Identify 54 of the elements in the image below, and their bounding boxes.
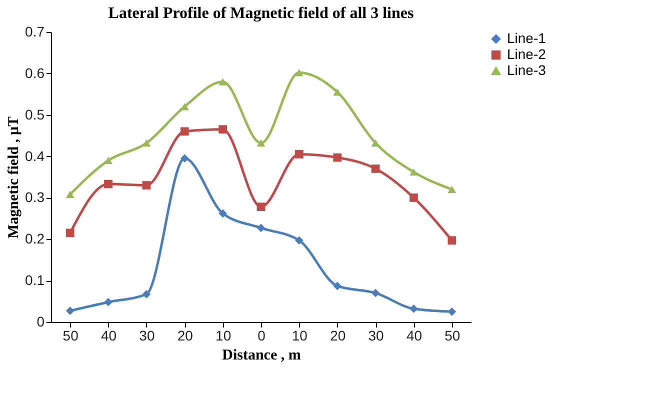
point (142, 290, 151, 298)
point (142, 139, 151, 147)
x-tick-label: 40 (100, 328, 117, 344)
point (104, 180, 112, 188)
point (104, 298, 112, 306)
point (218, 209, 227, 218)
point (371, 164, 380, 173)
point (142, 181, 151, 190)
point (180, 154, 189, 163)
point (448, 186, 456, 194)
point (218, 125, 227, 134)
legend-label: Line-1 (507, 30, 546, 46)
x-tick-label: 10 (292, 328, 308, 344)
point (66, 306, 74, 315)
x-tick-label: 50 (62, 328, 79, 344)
y-tick-label: 0 (36, 314, 45, 330)
y-tick-label: 0.4 (25, 148, 45, 164)
x-tick-label: 40 (406, 328, 422, 344)
point (371, 288, 380, 298)
point (410, 168, 418, 176)
point (218, 78, 227, 86)
x-tick-label: 30 (139, 328, 155, 344)
legend-label: Line-3 (507, 62, 546, 78)
point (295, 150, 304, 158)
point (333, 282, 342, 290)
x-tick-label: 30 (368, 328, 384, 344)
y-tick-label: 0.7 (25, 24, 45, 40)
legend-label: Line-2 (507, 46, 546, 62)
y-tick-label: 0.3 (25, 189, 45, 206)
point (66, 190, 74, 198)
point (410, 194, 418, 202)
y-tick-label: 0.1 (25, 272, 45, 288)
y-tick-label: 0.6 (25, 64, 45, 81)
point (448, 236, 456, 245)
y-axis-title: Magnetic field , µT (6, 116, 22, 238)
point (256, 202, 266, 212)
x-axis-title: Distance , m (222, 348, 302, 364)
x-tick-label: 0 (258, 328, 266, 344)
point (448, 307, 456, 316)
point (295, 236, 304, 245)
x-tick-label: 10 (216, 328, 232, 344)
point (256, 139, 266, 147)
x-tick-label: 20 (177, 328, 194, 344)
y-tick-label: 0.5 (25, 106, 45, 122)
point (410, 304, 418, 313)
y-tick-label: 0.2 (25, 230, 45, 247)
point (333, 153, 342, 162)
point (180, 127, 189, 136)
x-tick-label: 50 (444, 328, 460, 344)
point (66, 228, 74, 238)
chart-title: Lateral Profile of Magnetic field of all 3 lines (108, 5, 414, 22)
point (295, 68, 304, 76)
point (256, 224, 266, 232)
x-tick-label: 20 (330, 328, 346, 344)
